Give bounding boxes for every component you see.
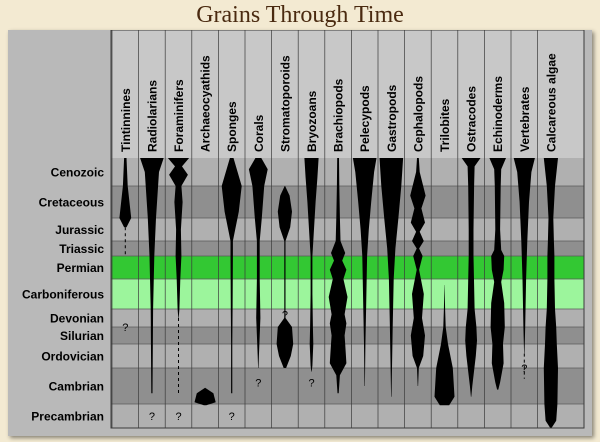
spindle-stromatoporoids	[276, 186, 294, 368]
column-label-tintinnines: Tintinnines	[119, 88, 133, 152]
period-label-silurian: Silurian	[60, 329, 104, 343]
column-label-corals: Corals	[252, 114, 266, 152]
column-label-sponges: Sponges	[225, 101, 239, 152]
spindle-calcareous-algae	[543, 158, 558, 428]
spindle-trilobites	[434, 285, 455, 406]
spindle-radiolarians	[140, 158, 164, 394]
plot-border	[110, 30, 585, 429]
column-label-brachiopods: Brachiopods	[332, 78, 346, 152]
chart-title: Grains Through Time	[196, 2, 404, 28]
spindle-gastropods	[379, 158, 404, 397]
period-band-ordovician	[111, 344, 584, 368]
period-band-cambrian	[111, 368, 584, 404]
spindle-bryozoans	[304, 158, 319, 372]
uncertain-mark-corals: ?	[255, 377, 261, 389]
spindle-echinoderms	[489, 158, 506, 390]
spindle-archaeocyathids	[194, 387, 216, 406]
period-label-cenozoic: Cenozoic	[51, 166, 105, 180]
column-label-vertebrates: Vertebrates	[518, 86, 532, 152]
column-label-stromatoporoids: Stromatoporoids	[278, 55, 292, 152]
uncertain-mark-tintinnines: ?	[122, 322, 128, 334]
period-band-jurassic	[111, 218, 584, 241]
period-band-triassic	[111, 241, 584, 256]
period-label-carboniferous: Carboniferous	[22, 288, 104, 302]
column-label-ostracodes: Ostracodes	[465, 86, 479, 152]
chart-frame: Cenozoic Cretaceous Jurassic Triassic Permia…	[8, 30, 592, 436]
spindle-sponges	[221, 158, 242, 394]
spindle-tintinnines	[119, 158, 132, 228]
period-band-precambrian	[111, 404, 584, 428]
period-band-cretaceous	[111, 186, 584, 218]
period-band-devonian	[111, 309, 584, 327]
column-label-echinoderms: Echinoderms	[491, 76, 505, 152]
period-label-permian: Permian	[57, 261, 104, 275]
period-band-cenozoic	[111, 158, 584, 186]
spindle-pelecypods	[352, 158, 377, 386]
column-label-trilobites: Trilobites	[438, 98, 452, 152]
spindle-foraminifers	[167, 158, 190, 318]
spindle-corals	[248, 158, 268, 368]
column-label-gastropods: Gastropods	[385, 84, 399, 152]
spindle-cephalopods	[410, 158, 426, 386]
period-band-permian	[111, 256, 584, 279]
uncertain-mark-stromatoporoids: ?	[282, 309, 288, 321]
uncertain-mark-foraminifers: ?	[175, 411, 181, 423]
column-label-foraminifers: Foraminifers	[172, 79, 186, 152]
period-label-precambrian: Precambrian	[31, 410, 104, 424]
uncertain-mark-vertebrates: ?	[521, 363, 527, 375]
period-band-silurian	[111, 327, 584, 344]
column-label-cephalopods: Cephalopods	[411, 76, 425, 152]
range-chart: Cenozoic Cretaceous Jurassic Triassic Permia…	[22, 30, 585, 429]
spindle-vertebrates	[513, 158, 535, 354]
column-label-calcareous-algae: Calcareous algae	[544, 53, 558, 152]
period-band-carboniferous	[111, 279, 584, 309]
column-label-archaeocyathids: Archaeocyathids	[199, 55, 213, 152]
uncertain-mark-radiolarians: ?	[149, 411, 155, 423]
period-label-jurassic: Jurassic	[55, 223, 104, 237]
period-label-cambrian: Cambrian	[49, 380, 104, 394]
period-label-devonian: Devonian	[50, 312, 104, 326]
period-label-triassic: Triassic	[59, 242, 104, 256]
period-label-ordovician: Ordovician	[41, 350, 104, 364]
spindle-ostracodes	[461, 158, 481, 397]
column-label-bryozoans: Bryozoans	[305, 90, 319, 152]
column-label-pelecypods: Pelecypods	[358, 85, 372, 152]
uncertain-mark-bryozoans: ?	[308, 377, 314, 389]
column-header-area	[111, 30, 584, 158]
period-label-cretaceous: Cretaceous	[39, 196, 105, 210]
uncertain-mark-sponges: ?	[229, 411, 235, 423]
spindle-brachiopods	[328, 158, 348, 394]
column-label-radiolarians: Radiolarians	[145, 80, 159, 152]
